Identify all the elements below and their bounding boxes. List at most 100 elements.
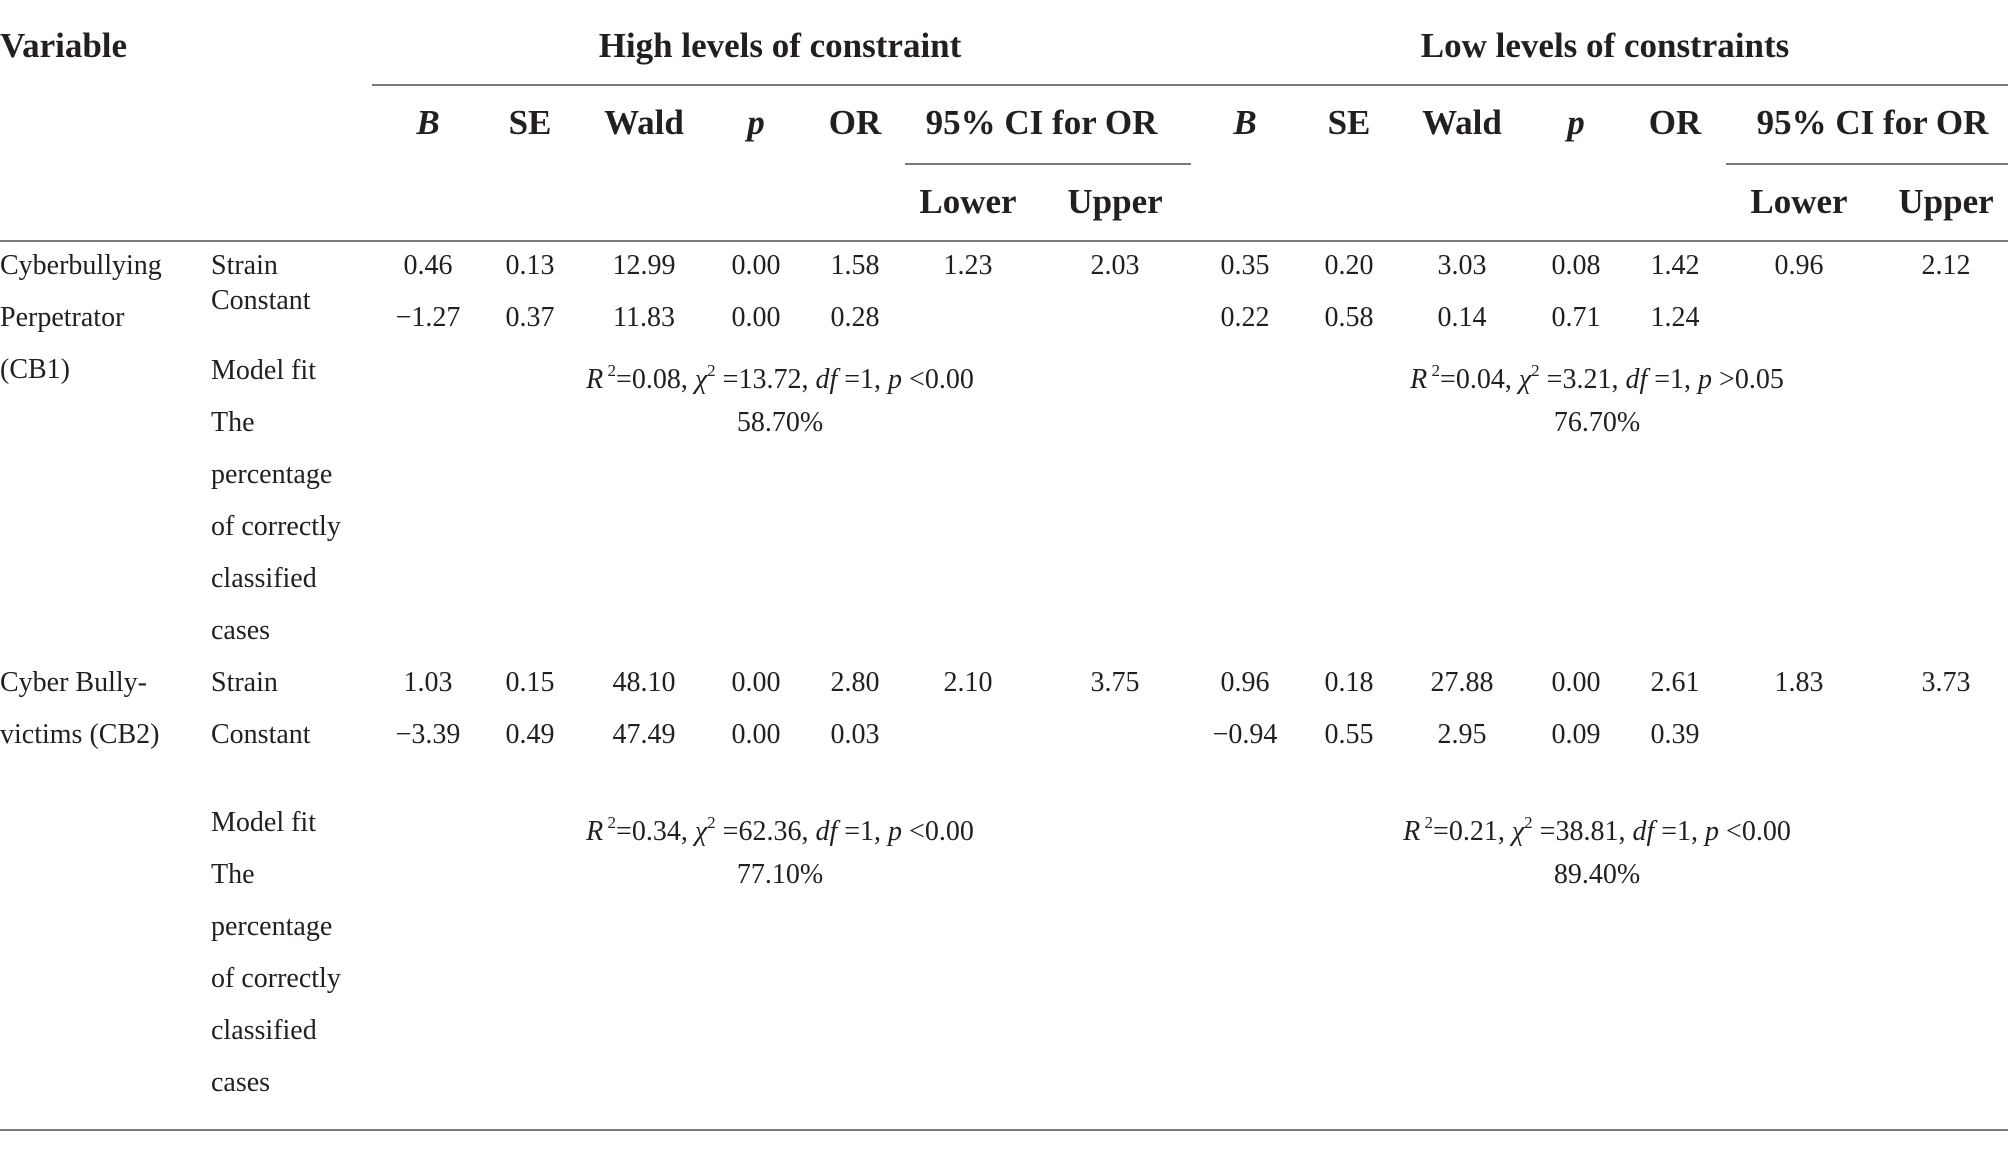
cell-value: 1.83	[1774, 667, 1824, 698]
percentage-value: 58.70%	[736, 407, 824, 438]
model-fit-part: =1,	[837, 364, 889, 395]
model-fit-part: χ	[694, 816, 708, 847]
model-fit-label: Model fit	[211, 807, 316, 838]
model-fit-part: 2	[1531, 361, 1540, 380]
model-fit-part: =0.21,	[1433, 816, 1512, 847]
model-fit-part: =0.34,	[616, 816, 695, 847]
percentage-label: classified	[211, 1015, 317, 1046]
variable-name: victims (CB2)	[0, 719, 160, 750]
cell-value: 0.00	[731, 250, 781, 281]
cell-value: 47.49	[612, 719, 676, 750]
percentage-value: 76.70%	[1553, 407, 1641, 438]
cell-value: 3.03	[1437, 250, 1487, 281]
model-fit-part: =1,	[1654, 816, 1706, 847]
column-header: p	[1567, 103, 1585, 142]
cell-value: 0.09	[1551, 719, 1601, 750]
percentage-label: cases	[211, 615, 271, 646]
table-bottom-rule	[0, 1129, 2008, 1131]
model-fit-part: =62.36,	[715, 816, 816, 847]
cell-value: 48.10	[612, 667, 676, 698]
ci-underline-low	[1726, 163, 2008, 165]
cell-value: 0.03	[830, 719, 880, 750]
ci-underline-high	[905, 163, 1191, 165]
cell-value: 0.39	[1650, 719, 1700, 750]
variable-name: (CB1)	[0, 354, 70, 385]
model-fit-part: <	[1719, 816, 1742, 847]
percentage-label: The	[211, 407, 255, 438]
model-fit-part: =3.21,	[1539, 364, 1626, 395]
cell-value: 1.03	[403, 667, 453, 698]
cell-value: 0.37	[505, 302, 555, 333]
ci-upper-header: Upper	[1067, 182, 1163, 221]
model-fit-part: 2	[707, 813, 716, 832]
model-fit-part: p	[888, 364, 903, 395]
cell-value: 0.58	[1324, 302, 1374, 333]
model-fit-part: R	[1410, 364, 1428, 395]
cell-value: 0.13	[505, 250, 555, 281]
column-header: B	[416, 103, 440, 142]
percentage-label: cases	[211, 1067, 271, 1098]
cell-value: 0.49	[505, 719, 555, 750]
percentage-label: percentage	[211, 911, 333, 942]
cell-value: 27.88	[1430, 667, 1494, 698]
percentage-value: 89.40%	[1553, 859, 1641, 890]
cell-value: 1.42	[1650, 250, 1700, 281]
cell-value: 0.35	[1220, 250, 1270, 281]
cell-value: 0.22	[1220, 302, 1270, 333]
cell-value: 0.00	[1551, 667, 1601, 698]
cell-value: 2.03	[1090, 250, 1140, 281]
group-header: Low levels of constraints	[1420, 26, 1790, 65]
column-header: SE	[508, 103, 552, 142]
cell-value: 1.23	[943, 250, 993, 281]
model-fit-stats: R 2=0.21, χ2 =38.81, df =1, p <0.00	[1403, 807, 1791, 848]
column-header: OR	[828, 103, 882, 142]
variable-name: Perpetrator	[0, 302, 125, 333]
column-header: B	[1233, 103, 1257, 142]
cell-value: 0.96	[1220, 667, 1270, 698]
ci-lower-header: Lower	[1750, 182, 1848, 221]
model-fit-part: 2	[603, 361, 617, 380]
cell-value: 0.00	[731, 719, 781, 750]
variable-name: Cyberbullying	[0, 250, 162, 281]
model-fit-part: 2	[1524, 813, 1533, 832]
model-fit-part: 0.00	[924, 364, 974, 395]
cell-value: 0.14	[1437, 302, 1487, 333]
cell-value: 0.71	[1551, 302, 1601, 333]
model-fit-part: =0.04,	[1440, 364, 1519, 395]
row-label: Constant	[211, 285, 311, 316]
cell-value: 2.95	[1437, 719, 1487, 750]
model-fit-part: df	[815, 364, 838, 395]
model-fit-part: =13.72,	[715, 364, 816, 395]
percentage-label: of correctly	[211, 963, 341, 994]
model-fit-part: 2	[1427, 361, 1441, 380]
cell-value: 1.24	[1650, 302, 1700, 333]
model-fit-part: <	[902, 364, 925, 395]
model-fit-part: 0.00	[924, 816, 974, 847]
model-fit-stats: R 2=0.04, χ2 =3.21, df =1, p >0.05	[1410, 355, 1784, 396]
ci-header: 95% CI for OR	[925, 103, 1158, 142]
model-fit-stats: R 2=0.34, χ2 =62.36, df =1, p <0.00	[586, 807, 974, 848]
model-fit-part: 2	[603, 813, 617, 832]
column-header: Wald	[604, 103, 684, 142]
cell-value: 0.00	[731, 302, 781, 333]
cell-value: 0.18	[1324, 667, 1374, 698]
model-fit-part: R	[586, 816, 604, 847]
model-fit-part: df	[1632, 816, 1655, 847]
group-header: High levels of constraint	[598, 26, 962, 65]
cell-value: 0.15	[505, 667, 555, 698]
cell-value: 0.55	[1324, 719, 1374, 750]
ci-upper-header: Upper	[1898, 182, 1994, 221]
column-header: OR	[1648, 103, 1702, 142]
variable-header: Variable	[0, 26, 128, 65]
model-fit-label: Model fit	[211, 355, 316, 386]
model-fit-part: =38.81,	[1532, 816, 1633, 847]
cell-value: 2.61	[1650, 667, 1700, 698]
model-fit-part: <	[902, 816, 925, 847]
percentage-value: 77.10%	[736, 859, 824, 890]
percentage-label: of correctly	[211, 511, 341, 542]
model-fit-part: 2	[707, 361, 716, 380]
cell-value: 2.80	[830, 667, 880, 698]
model-fit-part: p	[1705, 816, 1720, 847]
cell-value: 0.46	[403, 250, 453, 281]
column-header: Wald	[1422, 103, 1502, 142]
